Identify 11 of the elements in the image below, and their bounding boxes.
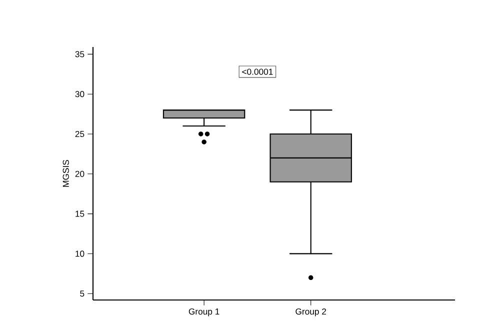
- y-tick-label: 10: [76, 250, 84, 257]
- y-axis-title: MGSIS: [62, 160, 69, 187]
- y-tick-label: 35: [75, 51, 84, 58]
- y-tick-label: 20: [75, 170, 84, 177]
- y-tick-label: 30: [75, 91, 84, 98]
- annotation: <0.0001: [242, 68, 273, 75]
- y-tick-label: 15: [76, 210, 84, 217]
- y-tick-label: 5: [80, 290, 84, 297]
- y-tick-label: 25: [75, 130, 84, 138]
- x-tick-label: Group 2: [296, 308, 326, 316]
- x-tick-label: Group 1: [188, 308, 220, 316]
